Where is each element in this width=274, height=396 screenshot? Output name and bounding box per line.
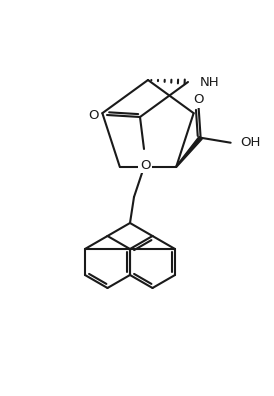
Text: O: O [89, 109, 99, 122]
Text: OH: OH [241, 136, 261, 149]
Text: O: O [193, 93, 204, 106]
Polygon shape [176, 137, 202, 167]
Text: NH: NH [200, 76, 220, 88]
Text: O: O [140, 159, 150, 172]
